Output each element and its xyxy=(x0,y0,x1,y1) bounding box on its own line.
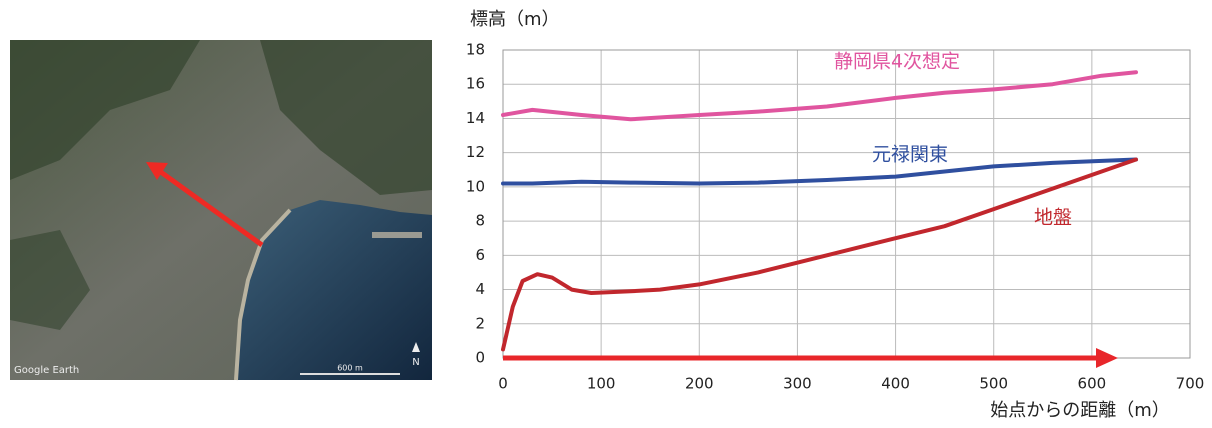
series-line xyxy=(503,160,1136,184)
map-attribution: Google Earth xyxy=(14,365,79,376)
plot-frame xyxy=(503,50,1190,358)
y-tick-label: 16 xyxy=(466,75,485,93)
x-tick-label: 600 xyxy=(1078,375,1107,393)
figure: Google Earth 600 m N 標高（m） 始点からの距離（m） 0 2… xyxy=(0,0,1212,428)
y-tick-label: 4 xyxy=(475,280,485,298)
series-line xyxy=(503,72,1136,119)
y-tick-label: 10 xyxy=(466,177,485,195)
series-label: 地盤 xyxy=(1034,207,1072,229)
y-axis-title: 標高（m） xyxy=(470,9,560,30)
x-tick-label: 100 xyxy=(587,375,616,393)
y-tick-label: 14 xyxy=(466,109,485,127)
distance-arrow-head xyxy=(1096,348,1118,368)
map-pier xyxy=(372,232,422,238)
y-tick-label: 8 xyxy=(475,212,485,230)
x-tick-label: 400 xyxy=(881,375,910,393)
x-tick-label: 300 xyxy=(783,375,812,393)
y-tick-label: 2 xyxy=(475,314,485,332)
x-tick-label: 700 xyxy=(1176,375,1205,393)
x-tick-label: 200 xyxy=(685,375,714,393)
map-north: N xyxy=(412,357,419,368)
x-axis-title: 始点からの距離（m） xyxy=(990,400,1170,421)
series-line xyxy=(503,160,1136,350)
series-label: 静岡県4次想定 xyxy=(834,51,960,73)
satellite-map: Google Earth 600 m N xyxy=(10,40,432,380)
series-label: 元禄関東 xyxy=(872,144,948,166)
x-tick-label: 500 xyxy=(979,375,1008,393)
map-scale: 600 m xyxy=(337,364,363,373)
x-tick-label: 0 xyxy=(498,375,508,393)
y-tick-label: 18 xyxy=(466,41,485,59)
y-tick-label: 6 xyxy=(475,246,485,264)
y-tick-label: 0 xyxy=(475,349,485,367)
y-tick-label: 12 xyxy=(466,143,485,161)
